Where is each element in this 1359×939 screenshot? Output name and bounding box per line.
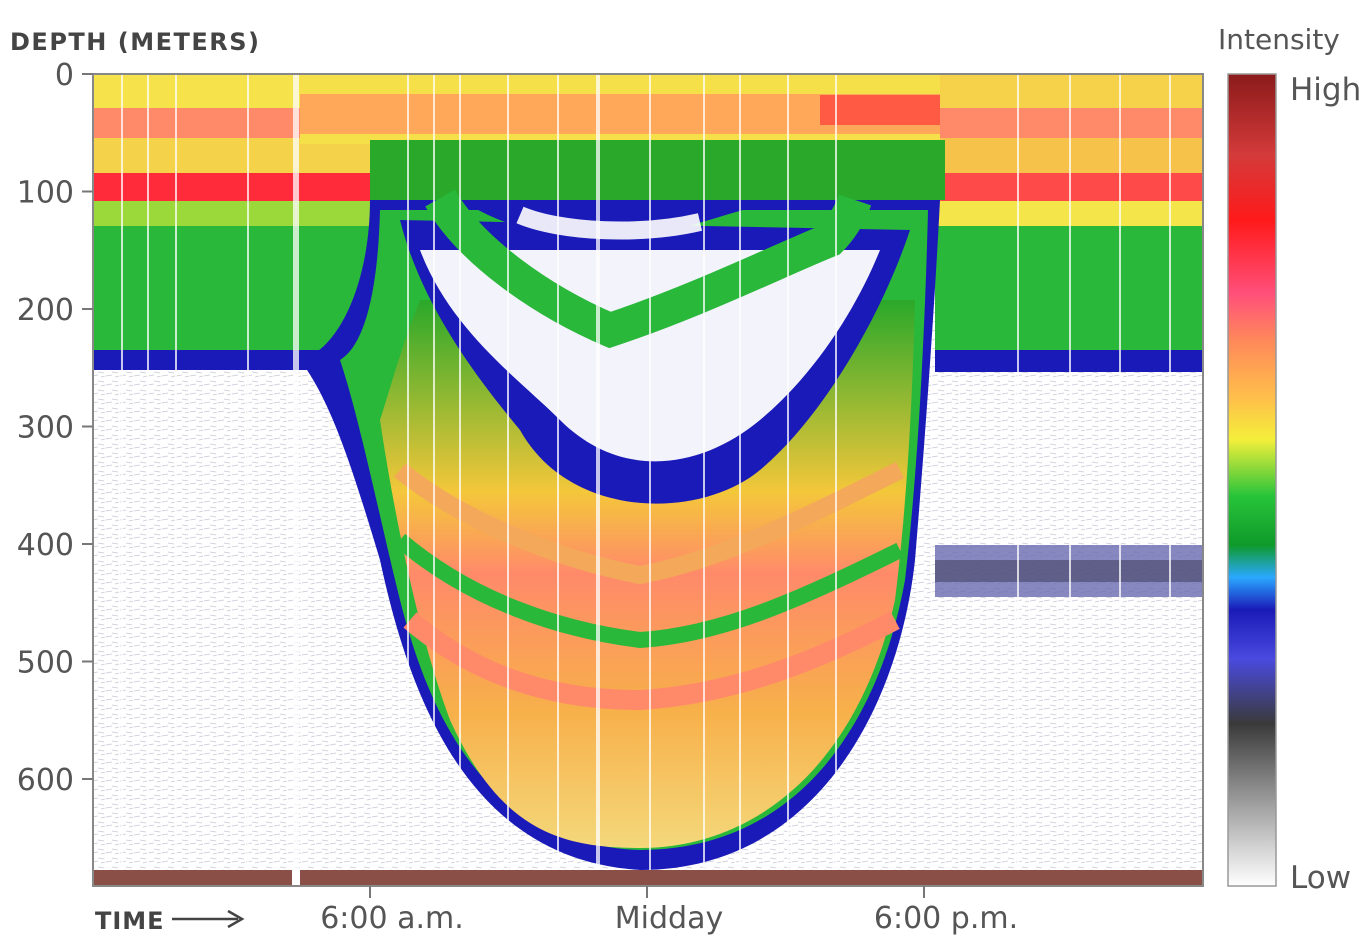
echogram-plot <box>93 74 1203 886</box>
colorbar-low-label: Low <box>1290 860 1351 896</box>
y-axis-ticks: 0 100 200 300 400 500 600 <box>17 58 93 798</box>
colorbar <box>1227 73 1277 887</box>
x-axis-ticks: 6:00 a.m. Midday 6:00 p.m. <box>320 886 1018 936</box>
colorbar-title: Intensity <box>1218 23 1340 56</box>
colorbar-high-label: High <box>1290 72 1359 108</box>
x-tick-label: Midday <box>615 901 723 936</box>
vertical-interference <box>121 74 1171 886</box>
y-tick-label: 600 <box>17 763 74 798</box>
y-tick-label: 100 <box>17 176 74 211</box>
x-tick-label: 6:00 p.m. <box>874 901 1018 936</box>
x-axis-title: TIME <box>95 907 165 935</box>
y-tick-label: 400 <box>17 528 74 563</box>
y-axis-title: DEPTH (METERS) <box>10 28 260 56</box>
time-arrow-icon <box>172 909 245 929</box>
x-tick-label: 6:00 a.m. <box>320 901 464 936</box>
y-tick-label: 500 <box>17 646 74 681</box>
bottom-strip <box>93 870 1203 886</box>
y-tick-label: 200 <box>17 293 74 328</box>
y-tick-label: 0 <box>55 58 74 93</box>
y-tick-label: 300 <box>17 411 74 446</box>
